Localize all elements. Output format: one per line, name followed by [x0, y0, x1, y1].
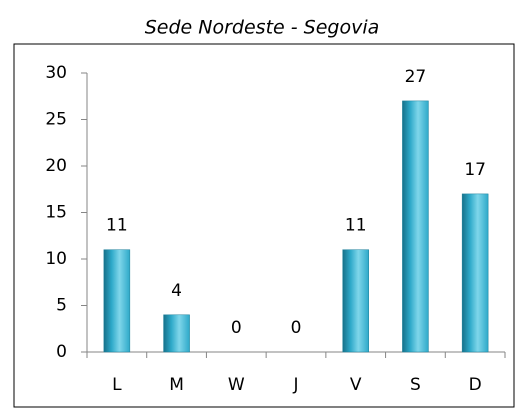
- data-label: 0: [231, 318, 242, 338]
- y-tick-label: 0: [56, 342, 67, 362]
- y-tick-label: 20: [45, 156, 67, 176]
- data-label: 11: [345, 216, 367, 236]
- x-tick-label: V: [350, 375, 362, 395]
- data-label: 0: [291, 318, 302, 338]
- y-tick-label: 15: [45, 203, 67, 223]
- x-tick-label: D: [469, 375, 482, 395]
- y-tick-label: 30: [45, 63, 67, 83]
- bar: [103, 249, 131, 353]
- bar: [342, 249, 369, 353]
- x-tick-label: S: [410, 375, 421, 395]
- x-tick-label: L: [112, 375, 122, 395]
- x-tick-label: J: [292, 375, 298, 395]
- chart-frame: [13, 43, 515, 408]
- bar: [402, 100, 429, 353]
- bar: [461, 193, 489, 353]
- x-tick-label: M: [169, 375, 184, 395]
- chart-title: Sede Nordeste - Segovia: [145, 17, 380, 39]
- data-label: 17: [464, 160, 486, 180]
- y-tick-label: 25: [45, 110, 67, 130]
- data-label: 27: [405, 67, 427, 87]
- y-tick-label: 5: [56, 296, 67, 316]
- bar: [163, 314, 190, 353]
- x-tick-label: W: [228, 375, 245, 395]
- data-label: 11: [106, 216, 128, 236]
- y-tick-label: 10: [45, 249, 67, 269]
- data-label: 4: [171, 281, 182, 301]
